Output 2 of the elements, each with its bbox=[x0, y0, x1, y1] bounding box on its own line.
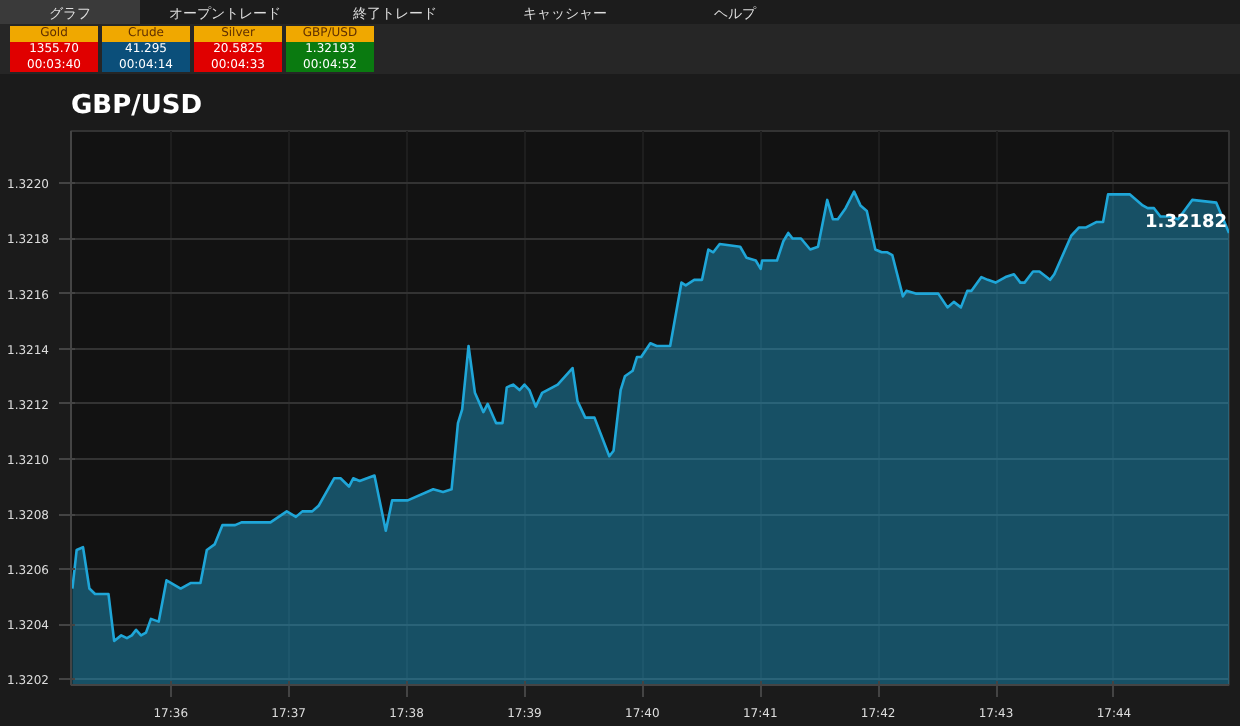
chart-title: GBP/USD bbox=[71, 91, 203, 121]
annotation: 1.32182 bbox=[1145, 212, 1228, 233]
